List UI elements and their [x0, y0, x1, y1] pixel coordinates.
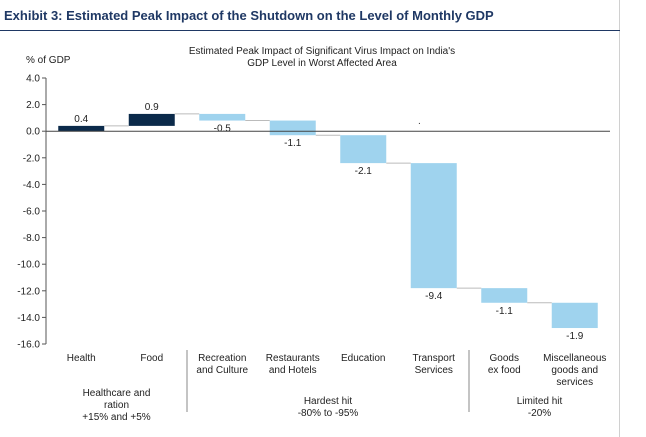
y-tick-label: 2.0 [26, 100, 40, 111]
category-label-2: Recreation [198, 353, 246, 364]
chart-title-line: GDP Level in Worst Affected Area [247, 58, 397, 69]
bar-4 [340, 135, 387, 164]
bar-0 [58, 125, 105, 132]
exhibit-header: Exhibit 3: Estimated Peak Impact of the … [0, 0, 620, 31]
data-label-4: -2.1 [355, 166, 373, 177]
group-label-0: ration [104, 400, 129, 411]
group-label-2: -20% [528, 408, 551, 419]
y-tick-label: -4.0 [23, 180, 41, 191]
data-label-7: -1.9 [566, 331, 584, 342]
category-label-7: Miscellaneous [543, 353, 606, 364]
bar-1 [128, 113, 175, 126]
category-label-7: goods and [551, 365, 598, 376]
bar-3 [269, 120, 316, 136]
data-label-0: 0.4 [74, 114, 88, 125]
category-label-0: Health [67, 353, 96, 364]
y-tick-label: -14.0 [17, 313, 40, 324]
category-label-2: and Culture [196, 365, 248, 376]
y-tick-label: -6.0 [23, 207, 41, 218]
annotation-mark: . [418, 116, 421, 127]
page-frame [619, 0, 620, 437]
y-tick-label: 0.0 [26, 127, 40, 138]
category-label-4: Education [341, 353, 385, 364]
data-label-2: -0.5 [214, 124, 232, 135]
data-label-3: -1.1 [284, 138, 302, 149]
chart-title-line: Estimated Peak Impact of Significant Vir… [189, 46, 455, 57]
category-label-3: Restaurants [266, 353, 320, 364]
category-label-7: services [556, 377, 593, 388]
group-label-0: +15% and +5% [82, 412, 150, 423]
data-label-6: -1.1 [496, 306, 514, 317]
category-label-5: Services [415, 365, 453, 376]
y-tick-label: -10.0 [17, 260, 40, 271]
category-label-5: Transport [413, 353, 456, 364]
y-tick-label: -2.0 [23, 153, 41, 164]
waterfall-chart: Estimated Peak Impact of Significant Vir… [17, 46, 610, 423]
bar-5 [410, 163, 457, 289]
bar-2 [199, 113, 246, 121]
data-label-1: 0.9 [145, 102, 159, 113]
y-axis-label: % of GDP [26, 55, 71, 66]
bar-6 [481, 288, 528, 303]
y-tick-label: 4.0 [26, 74, 40, 85]
group-label-1: -80% to -95% [298, 408, 359, 419]
category-label-3: and Hotels [269, 365, 317, 376]
bar-7 [551, 302, 598, 329]
y-tick-label: -16.0 [17, 340, 40, 351]
group-label-1: Hardest hit [304, 396, 353, 407]
category-label-1: Food [140, 353, 163, 364]
y-tick-label: -12.0 [17, 286, 40, 297]
data-label-5: -9.4 [425, 291, 443, 302]
category-label-6: ex food [488, 365, 521, 376]
exhibit-title: Exhibit 3: Estimated Peak Impact of the … [4, 8, 494, 23]
group-label-2: Limited hit [517, 396, 563, 407]
group-label-0: Healthcare and [83, 388, 151, 399]
y-tick-label: -8.0 [23, 233, 41, 244]
category-label-6: Goods [490, 353, 519, 364]
